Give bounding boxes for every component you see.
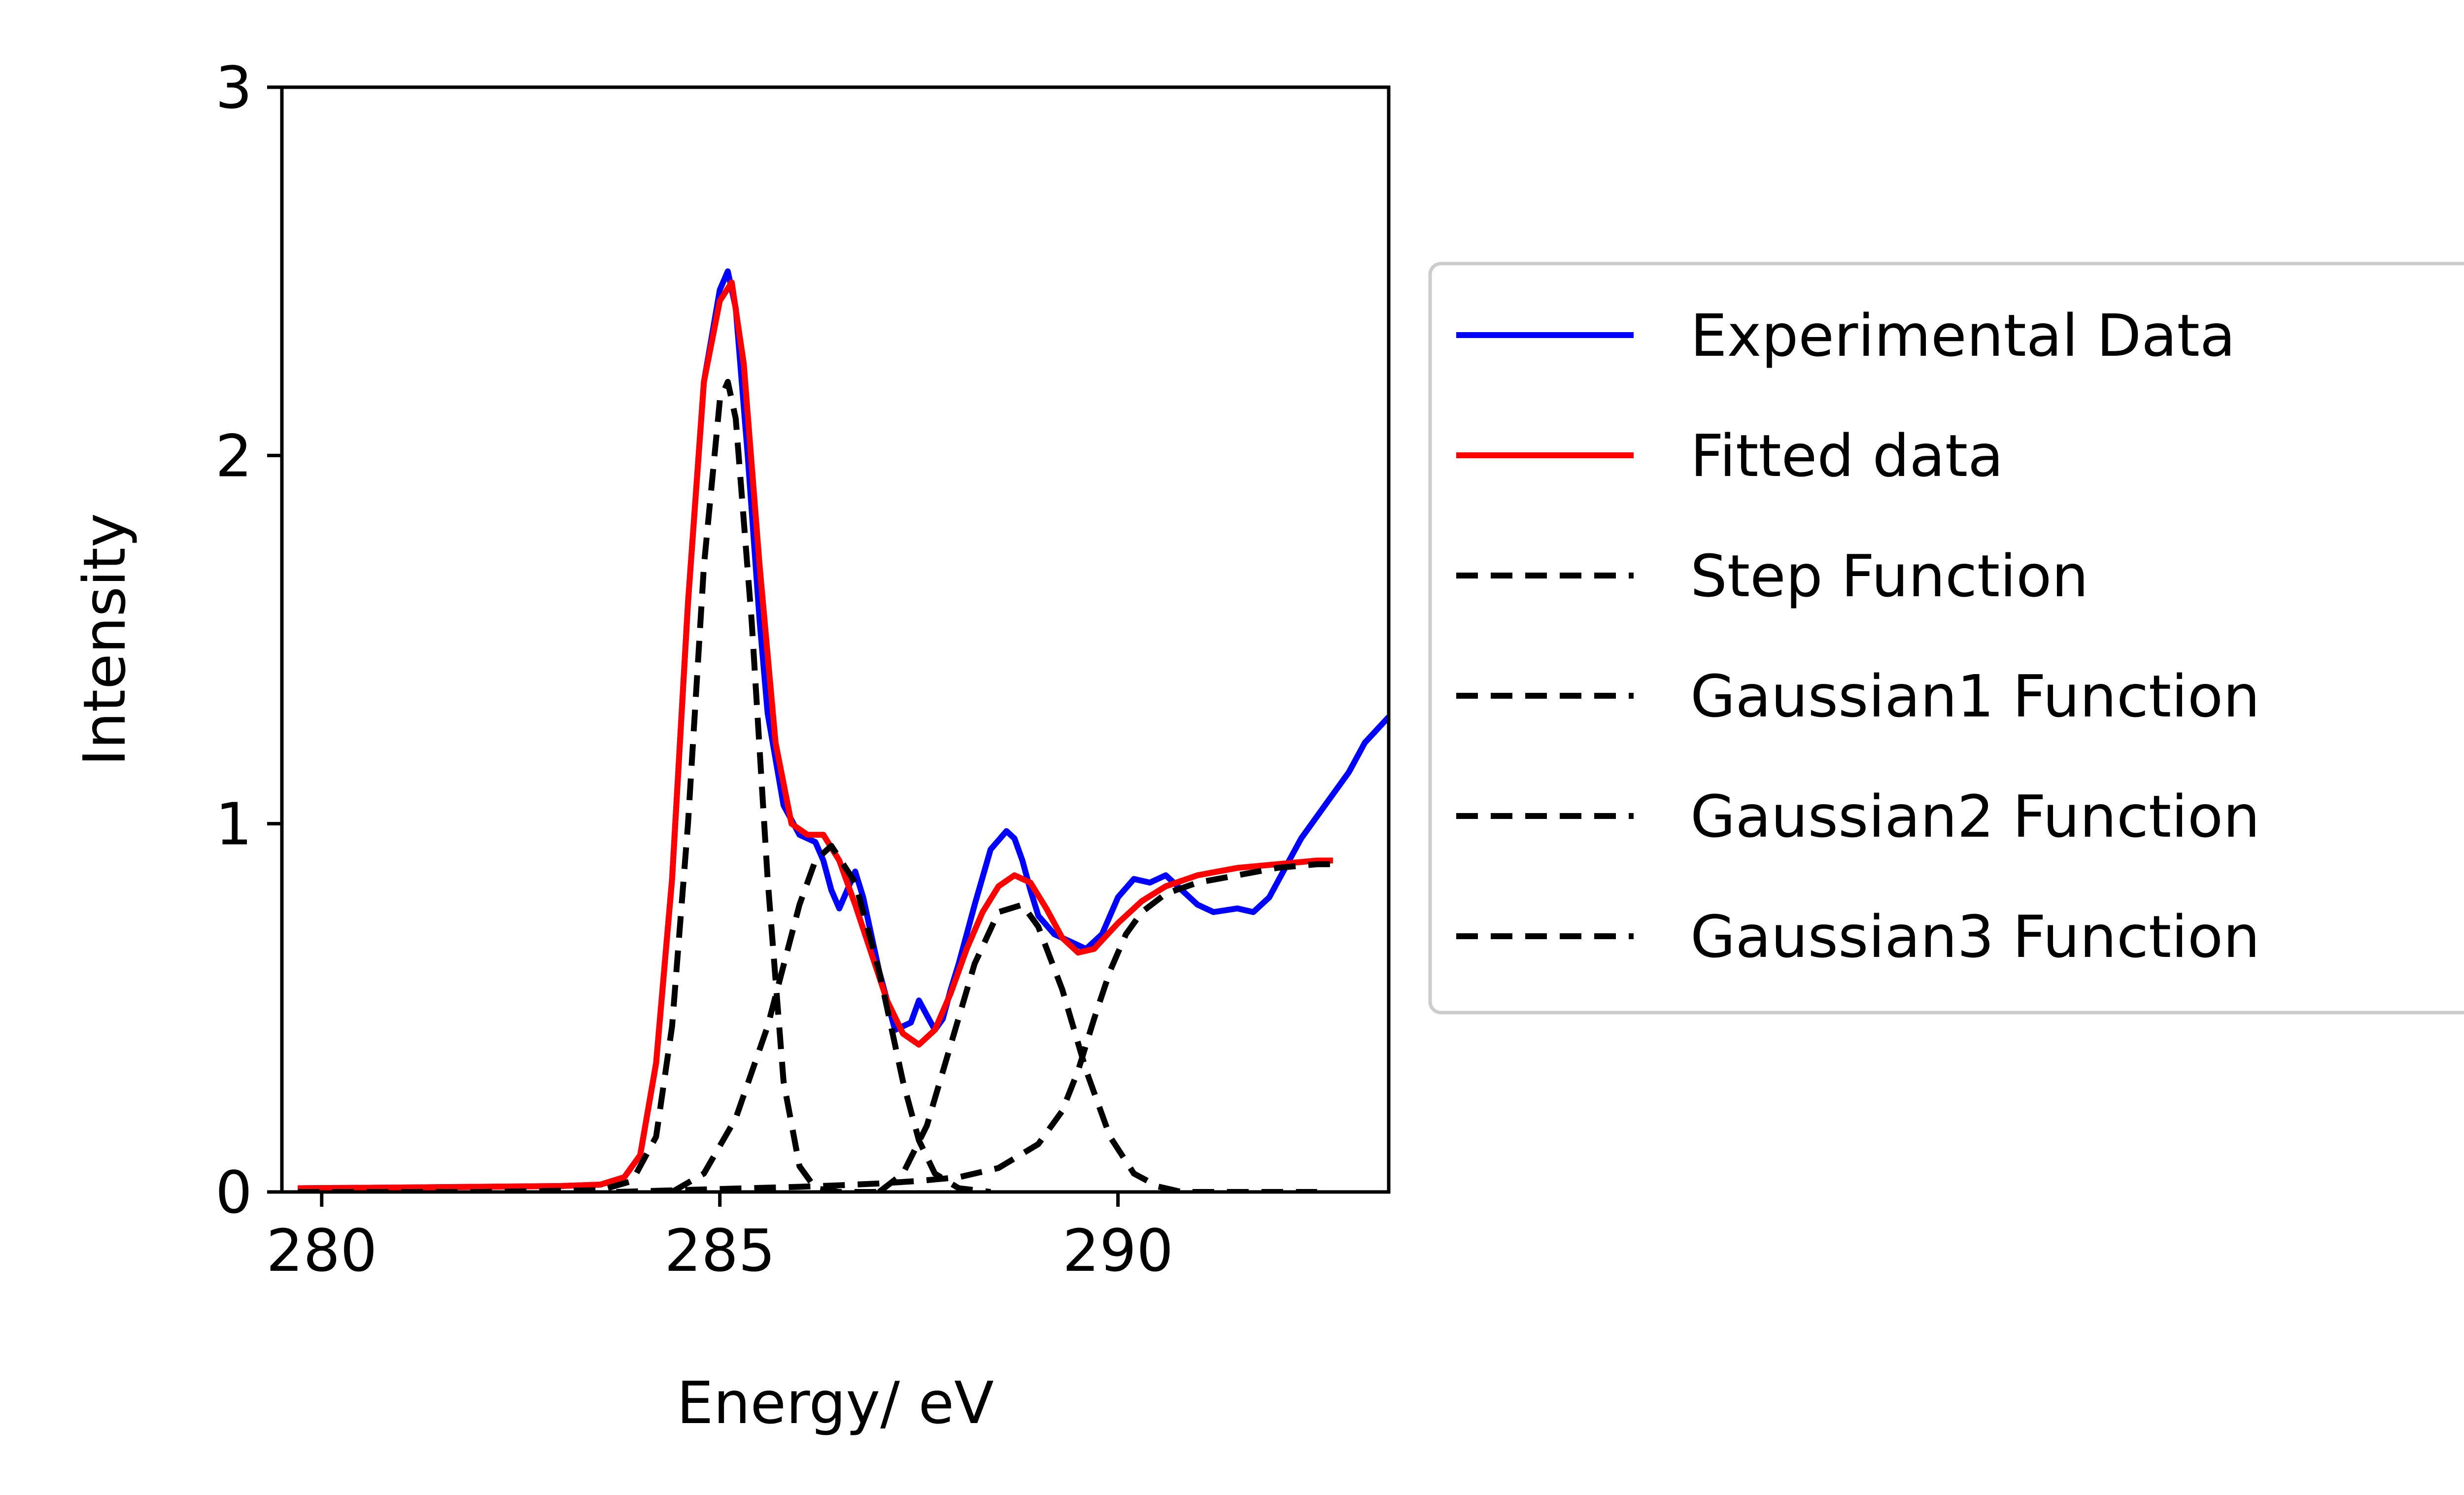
legend-label-gaussian3-function: Gaussian3 Function (1690, 903, 2260, 971)
series-line-gaussian2-function (670, 843, 991, 1192)
y-tick-label-3: 3 (215, 54, 252, 122)
legend: Experimental Data Fitted data Step Functio… (1428, 262, 2464, 1015)
axes-frame (280, 85, 1391, 1194)
x-axis-label: Energy/ eV (677, 1369, 994, 1437)
x-tick-label-290: 290 (1062, 1217, 1173, 1285)
series-line-gaussian3-function (877, 902, 1317, 1192)
x-tick-label-285: 285 (664, 1217, 775, 1285)
legend-label-step-function: Step Function (1690, 542, 2088, 610)
legend-label-gaussian1-function: Gaussian1 Function (1690, 662, 2260, 730)
y-tick-label-1: 1 (215, 790, 252, 858)
legend-label-gaussian2-function: Gaussian2 Function (1690, 782, 2260, 850)
axes: 280 285 290 0 1 2 3 Energy/ eV Intensity (70, 54, 1391, 1437)
x-tick-label-280: 280 (266, 1217, 377, 1285)
series-line-step-function (616, 861, 1333, 1192)
y-tick-label-0: 0 (215, 1158, 252, 1226)
series-line-gaussian1-function (298, 378, 879, 1192)
y-tick-label-2: 2 (215, 422, 252, 490)
plot-area (298, 268, 1389, 1192)
legend-label-fitted-data: Fitted data (1690, 422, 2003, 490)
y-axis-label: Intensity (70, 513, 138, 766)
legend-label-experimental-data: Experimental Data (1690, 302, 2235, 370)
legend-box (1428, 262, 2464, 1015)
